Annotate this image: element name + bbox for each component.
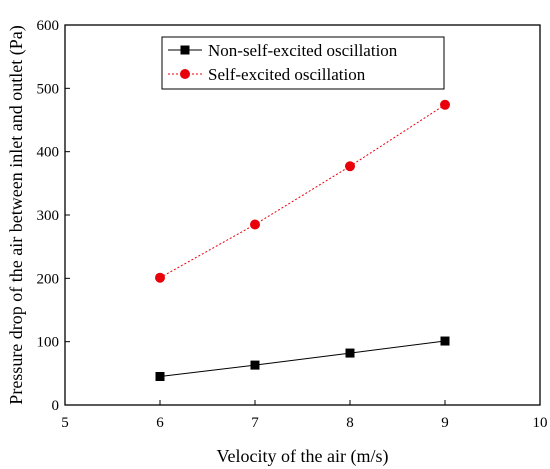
x-tick-label: 7	[251, 415, 259, 431]
data-point	[345, 161, 355, 172]
x-tick-label: 9	[441, 415, 449, 431]
y-tick-label: 400	[37, 145, 60, 161]
legend-marker	[180, 45, 190, 55]
legend-marker	[180, 69, 190, 79]
x-tick-label: 5	[61, 415, 69, 431]
y-tick-label: 0	[52, 398, 60, 414]
data-point	[250, 360, 260, 370]
data-point	[155, 372, 165, 381]
y-tick-label: 300	[37, 208, 60, 224]
data-point	[440, 336, 450, 346]
y-tick-label: 600	[37, 18, 60, 34]
data-point	[250, 219, 260, 230]
x-axis-title: Velocity of the air (m/s)	[217, 446, 389, 467]
y-tick-label: 200	[37, 271, 60, 287]
y-axis-title: Pressure drop of the air between inlet a…	[6, 25, 27, 404]
data-point	[345, 348, 355, 358]
x-tick-label: 6	[156, 415, 164, 431]
series-0	[155, 336, 450, 381]
data-point	[155, 272, 165, 283]
data-point	[440, 99, 450, 110]
y-tick-label: 500	[37, 81, 60, 97]
series-line	[159, 340, 446, 377]
legend-label: Self-excited oscillation	[208, 65, 366, 84]
series-line	[159, 104, 446, 279]
x-tick-label: 8	[346, 415, 354, 431]
legend: Non-self-excited oscillation Self-excited…	[161, 36, 445, 90]
legend-label: Non-self-excited oscillation	[208, 41, 398, 60]
series-1	[155, 99, 450, 283]
y-tick-label: 100	[37, 335, 60, 351]
series-layer	[155, 99, 450, 381]
legend-box	[161, 36, 445, 90]
x-tick-label: 10	[533, 415, 548, 431]
